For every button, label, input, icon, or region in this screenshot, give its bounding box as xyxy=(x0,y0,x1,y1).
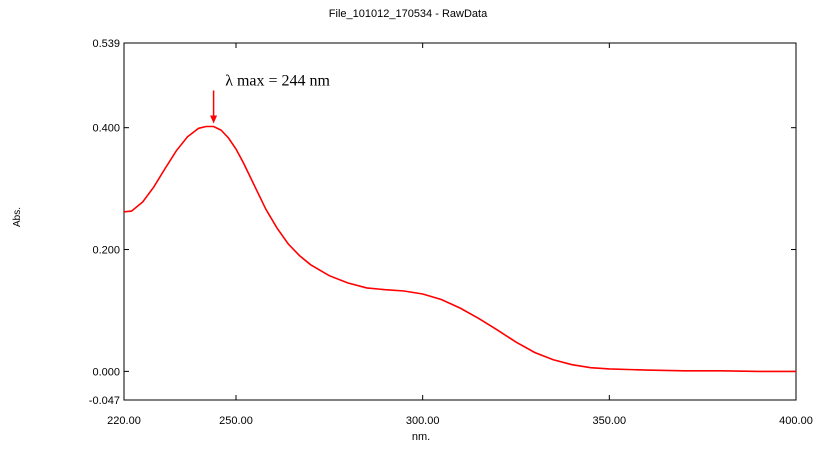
x-tick-label: 400.00 xyxy=(779,415,813,427)
annotation-arrow-head xyxy=(210,115,218,124)
x-tick-label: 250.00 xyxy=(219,415,253,427)
chart-title: File_101012_170534 - RawData xyxy=(328,8,488,20)
y-tick-label: 0.200 xyxy=(92,245,120,257)
plot-frame xyxy=(123,42,797,401)
x-tick-label: 220.00 xyxy=(107,415,141,427)
x-tick-label: 300.00 xyxy=(406,415,440,427)
lambda-max-annotation: λ max = 244 nm xyxy=(225,72,330,89)
y-tick-label: 0.000 xyxy=(92,366,120,378)
series-line xyxy=(123,125,796,373)
y-tick-label: 0.400 xyxy=(92,123,120,135)
y-tick-label: 0.539 xyxy=(92,38,120,50)
x-tick-label: 350.00 xyxy=(593,415,627,427)
x-axis-label: nm. xyxy=(412,431,430,443)
y-tick-label: -0.047 xyxy=(89,395,120,407)
